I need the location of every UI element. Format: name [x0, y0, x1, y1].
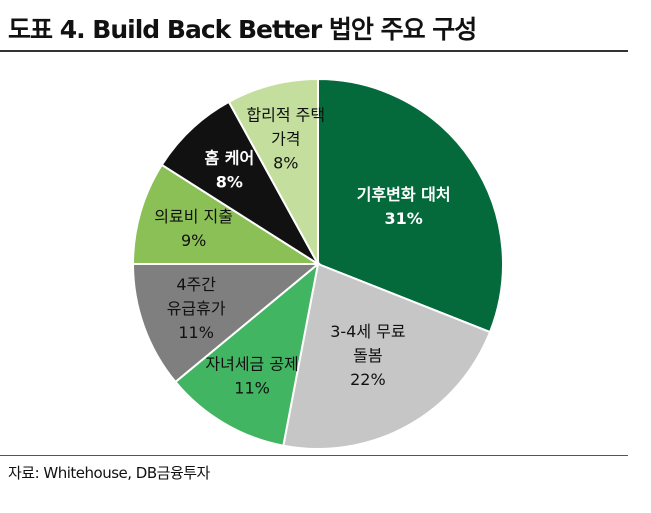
title-divider	[0, 50, 628, 52]
source-divider	[0, 455, 628, 456]
slice-category-label-0: 기후변화 대처	[357, 185, 451, 204]
slice-value-label-0: 31%	[385, 209, 423, 228]
pie-slice-1	[282, 262, 492, 450]
slice-value-label-5: 8%	[216, 173, 243, 192]
slice-value-label-4: 9%	[181, 231, 206, 250]
slice-value-label-3: 11%	[178, 323, 214, 342]
pie-slice-2	[174, 261, 320, 447]
pie-slices	[131, 77, 504, 450]
pie-slice-6	[227, 77, 319, 265]
slice-category-label-3: 유급휴가	[167, 299, 226, 318]
pie-slice-3	[131, 263, 321, 384]
slice-value-label-1: 22%	[350, 370, 386, 389]
slice-category-label-6: 가격	[271, 130, 300, 149]
slice-category-label-2: 자녀세금 공제	[205, 354, 298, 373]
source-note: 자료: Whitehouse, DB금융투자	[8, 464, 210, 482]
slice-category-label-6: 합리적 주택	[246, 106, 325, 125]
slice-category-label-3: 4주간	[176, 275, 216, 294]
pie-slice-4	[131, 163, 322, 265]
slice-value-label-6: 8%	[273, 154, 298, 173]
slice-value-label-2: 11%	[234, 378, 270, 397]
slice-category-label-4: 의료비 지출	[154, 207, 233, 226]
pie-slice-0	[317, 77, 504, 334]
pie-slice-5	[160, 100, 319, 265]
chart-title: 도표 4. Build Back Better 법안 주요 구성	[8, 15, 477, 44]
slice-category-label-1: 돌봄	[353, 346, 382, 365]
slice-category-label-5: 홈 케어	[204, 149, 254, 168]
slice-category-label-1: 3-4세 무료	[330, 322, 405, 341]
